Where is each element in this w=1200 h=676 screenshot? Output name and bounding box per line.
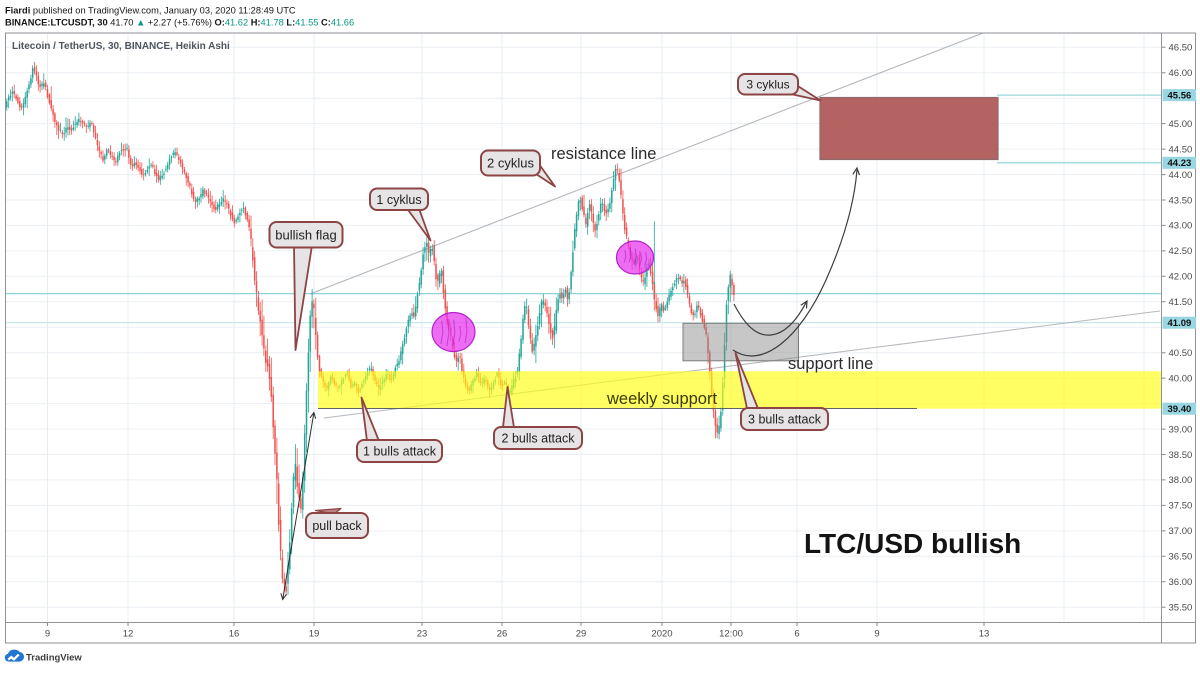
svg-text:39.40: 39.40 [1168, 404, 1192, 415]
svg-text:bullish flag: bullish flag [275, 227, 336, 242]
svg-text:3 bulls attack: 3 bulls attack [748, 413, 822, 427]
svg-text:TradingView: TradingView [26, 653, 82, 664]
svg-text:40.50: 40.50 [1169, 348, 1193, 359]
svg-text:38.50: 38.50 [1169, 450, 1193, 461]
svg-text:29: 29 [576, 629, 587, 640]
svg-text:resistance line: resistance line [551, 145, 656, 163]
svg-text:37.00: 37.00 [1169, 526, 1193, 537]
svg-text:38.00: 38.00 [1169, 475, 1193, 486]
svg-text:40.00: 40.00 [1169, 373, 1193, 384]
svg-text:46.00: 46.00 [1169, 68, 1193, 79]
svg-text:36.50: 36.50 [1169, 552, 1193, 563]
svg-text:44.23: 44.23 [1168, 158, 1192, 169]
svg-text:2 bulls attack: 2 bulls attack [502, 432, 576, 446]
svg-text:45.56: 45.56 [1168, 90, 1192, 101]
svg-text:LTC/USD bullish: LTC/USD bullish [804, 528, 1021, 559]
svg-text:41.50: 41.50 [1169, 297, 1193, 308]
svg-text:16: 16 [229, 629, 240, 640]
svg-text:46.50: 46.50 [1169, 43, 1193, 54]
svg-text:weekly support: weekly support [606, 390, 717, 408]
svg-text:42.00: 42.00 [1169, 272, 1193, 283]
svg-text:41.09: 41.09 [1168, 318, 1192, 329]
svg-text:23: 23 [417, 629, 428, 640]
svg-text:45.00: 45.00 [1169, 119, 1193, 130]
svg-text:support line: support line [788, 355, 873, 373]
svg-text:37.50: 37.50 [1169, 501, 1193, 512]
svg-text:2 cyklus: 2 cyklus [487, 156, 534, 171]
svg-text:44.00: 44.00 [1169, 170, 1193, 181]
svg-text:42.50: 42.50 [1169, 246, 1193, 257]
svg-text:1 cyklus: 1 cyklus [376, 193, 421, 207]
svg-text:26: 26 [497, 629, 508, 640]
svg-text:13: 13 [979, 629, 990, 640]
svg-text:pull back: pull back [312, 519, 362, 533]
svg-text:9: 9 [45, 629, 50, 640]
svg-text:39.00: 39.00 [1169, 424, 1193, 435]
svg-text:12: 12 [123, 629, 134, 640]
svg-text:36.00: 36.00 [1169, 577, 1193, 588]
svg-text:19: 19 [309, 629, 320, 640]
svg-text:6: 6 [794, 629, 799, 640]
svg-text:44.50: 44.50 [1169, 144, 1193, 155]
svg-text:35.50: 35.50 [1169, 603, 1193, 614]
svg-text:9: 9 [874, 629, 879, 640]
svg-text:43.00: 43.00 [1169, 221, 1193, 232]
svg-text:43.50: 43.50 [1169, 195, 1193, 206]
svg-text:12:00: 12:00 [719, 629, 743, 640]
svg-text:BINANCE:LTCUSDT, 30 41.70 ▲ +: BINANCE:LTCUSDT, 30 41.70 ▲ +2.27 (+5.76… [5, 18, 354, 28]
svg-text:2020: 2020 [651, 629, 672, 640]
svg-text:1 bulls attack: 1 bulls attack [363, 445, 437, 459]
svg-text:3 cyklus: 3 cyklus [746, 78, 789, 92]
svg-text:Litecoin / TetherUS, 30, BINAN: Litecoin / TetherUS, 30, BINANCE, Heikin… [12, 41, 230, 52]
svg-text:Fiardi published on TradingVie: Fiardi published on TradingView.com, Jan… [5, 6, 296, 16]
